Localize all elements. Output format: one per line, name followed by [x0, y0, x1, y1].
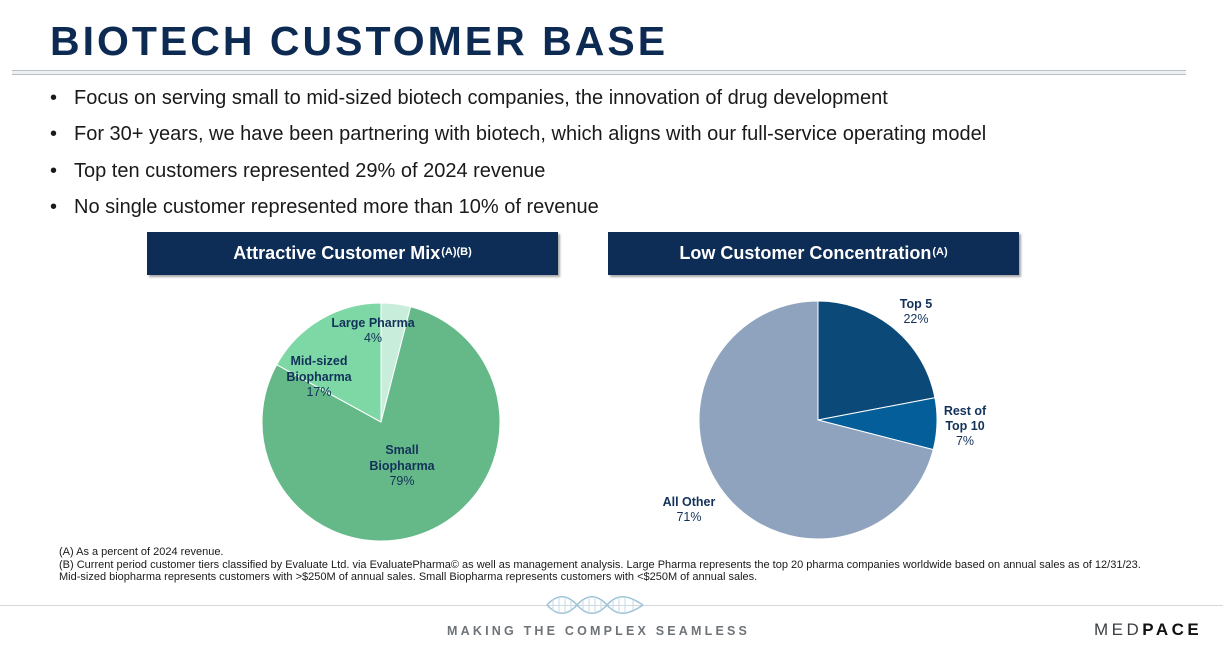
- bullet-text: No single customer represented more than…: [74, 195, 599, 218]
- customer-concentration-footnote-ref: (A): [932, 245, 948, 258]
- customer-mix-header: Attractive Customer Mix (A)(B): [147, 232, 558, 275]
- all-other-name: All Other: [663, 495, 716, 509]
- small-biopharma-name-line2: Biopharma: [369, 459, 435, 473]
- bullet-glyph: •: [50, 123, 58, 146]
- bullet-glyph: •: [50, 159, 58, 182]
- footnotes: (A) As a percent of 2024 revenue. (B) Cu…: [59, 546, 1149, 584]
- customer-mix-footnote-ref: (A)(B): [441, 245, 472, 258]
- large-pharma-value: 4%: [364, 331, 382, 345]
- footnote-b: (B) Current period customer tiers classi…: [59, 558, 1141, 584]
- rest-of-top10-name-line2: Top 10: [945, 419, 984, 433]
- rest-of-top10-label: Rest of Top 10 7%: [944, 404, 987, 448]
- bullet-item: • No single customer represented more tha…: [50, 189, 1200, 225]
- mid-sized-biopharma-name-line2: Biopharma: [286, 370, 352, 384]
- logo-part-light: MED: [1094, 620, 1143, 639]
- small-biopharma-label: Small Biopharma 79%: [369, 443, 435, 488]
- footer-tagline: MAKING THE COMPLEX SEAMLESS: [447, 624, 751, 638]
- footnote-a: (A) As a percent of 2024 revenue.: [59, 546, 224, 558]
- bullet-item: • Top ten customers represented 29% of 20…: [50, 153, 1200, 189]
- customer-concentration-header: Low Customer Concentration (A): [608, 232, 1019, 275]
- bullet-item: • Focus on serving small to mid-sized bio…: [50, 80, 1200, 116]
- rest-of-top10-value: 7%: [956, 434, 974, 448]
- pie-slice-all-other: [698, 300, 934, 540]
- medpace-logo: MEDPACE: [1094, 620, 1202, 640]
- rest-of-top10-name-line1: Rest of: [944, 404, 987, 418]
- bullet-list: • Focus on serving small to mid-sized bio…: [50, 80, 1200, 225]
- all-other-label: All Other 71%: [663, 495, 716, 524]
- small-biopharma-value: 79%: [389, 474, 414, 488]
- all-other-value: 71%: [676, 510, 701, 524]
- dna-helix-icon: [546, 595, 644, 615]
- pie-slice-small-biopharma: [261, 306, 501, 542]
- bullet-text: Focus on serving small to mid-sized biot…: [74, 87, 888, 109]
- small-biopharma-name-line1: Small: [385, 443, 418, 457]
- mid-sized-biopharma-value: 17%: [306, 385, 331, 399]
- large-pharma-label: Large Pharma 4%: [331, 316, 415, 345]
- bullet-glyph: •: [50, 87, 58, 109]
- top5-label: Top 5 22%: [900, 297, 932, 326]
- customer-concentration-title: Low Customer Concentration: [679, 243, 932, 263]
- pie-slice-top-5: [817, 300, 936, 421]
- bullet-text: For 30+ years, we have been partnering w…: [74, 123, 987, 146]
- large-pharma-name: Large Pharma: [331, 316, 415, 330]
- bullet-text: Top ten customers represented 29% of 202…: [74, 159, 546, 182]
- top5-name: Top 5: [900, 297, 932, 311]
- title-divider: [12, 70, 1186, 75]
- mid-sized-biopharma-label: Mid-sized Biopharma 17%: [286, 354, 352, 399]
- footer-divider: [0, 605, 1223, 606]
- mid-sized-biopharma-name-line1: Mid-sized: [291, 354, 348, 368]
- logo-part-bold: PACE: [1142, 620, 1203, 639]
- top5-value: 22%: [903, 312, 928, 326]
- page-title: BIOTECH CUSTOMER BASE: [50, 18, 669, 64]
- pie-slice-mid-sized-biopharma: [276, 302, 382, 423]
- bullet-item: • For 30+ years, we have been partnering …: [50, 116, 1200, 152]
- bullet-glyph: •: [50, 195, 58, 218]
- customer-mix-title: Attractive Customer Mix: [233, 243, 441, 263]
